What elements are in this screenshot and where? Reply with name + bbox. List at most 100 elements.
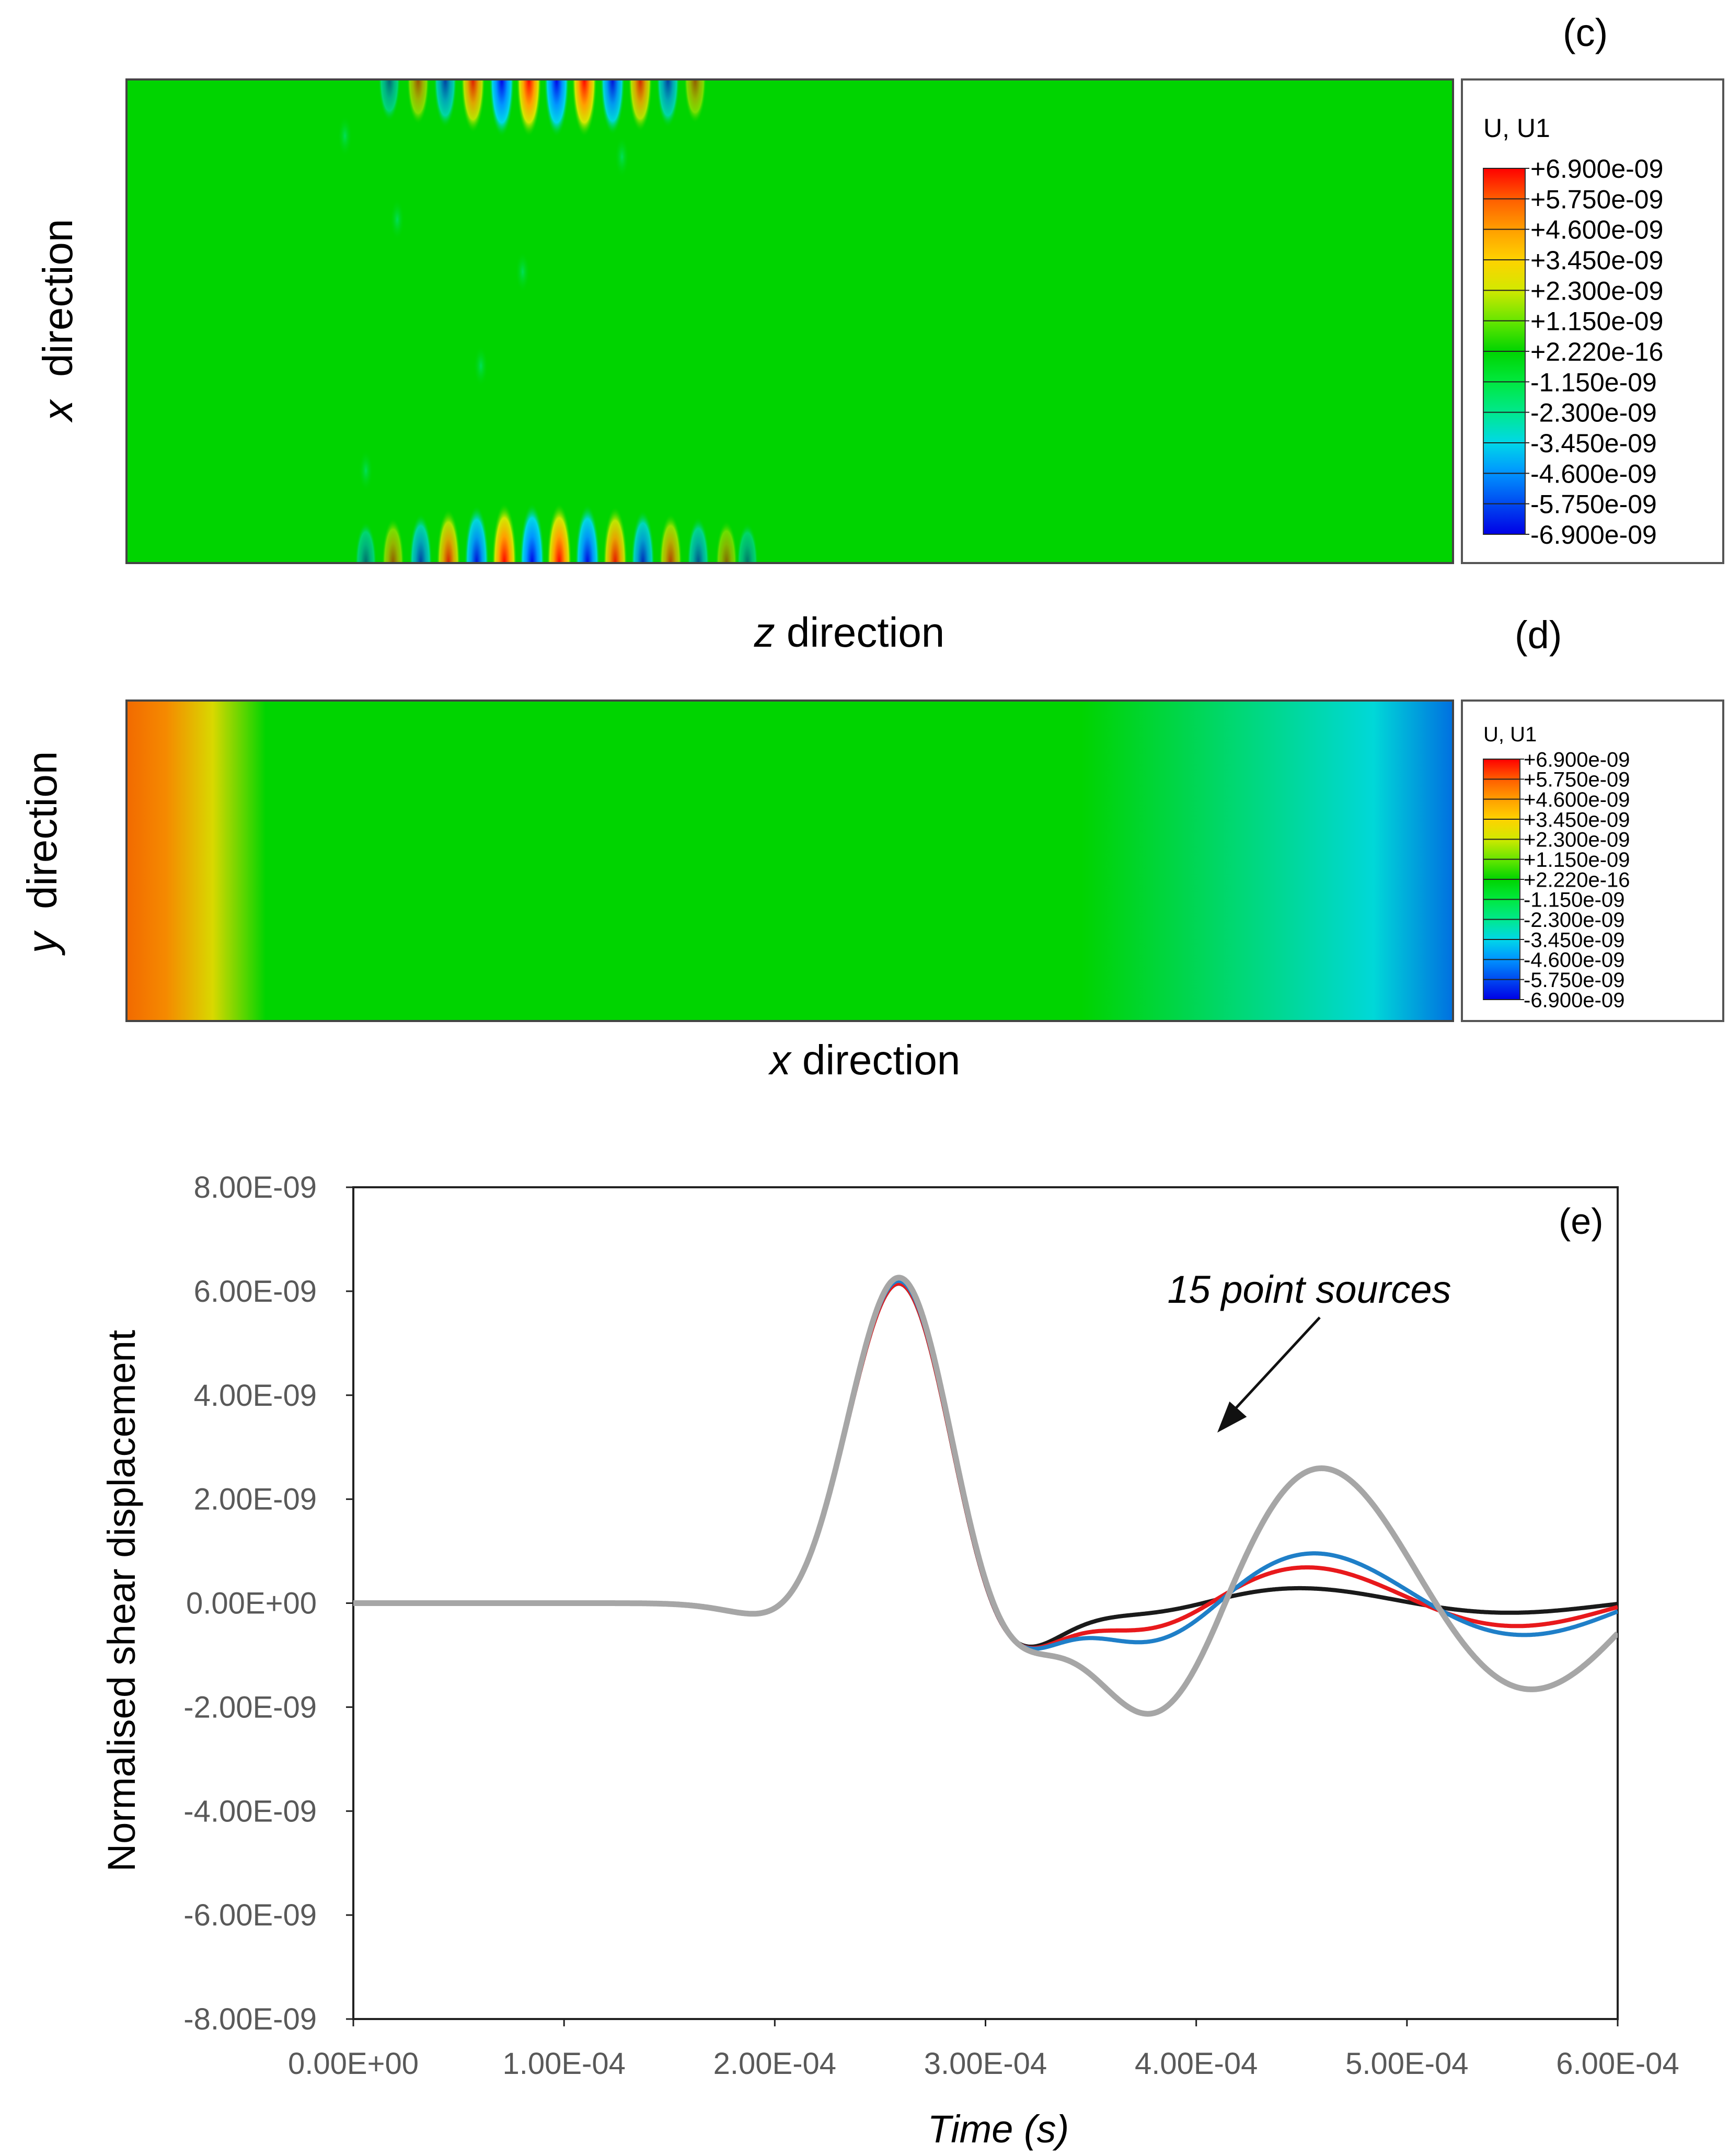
y-tick-label: 6.00E-09 bbox=[194, 1275, 317, 1309]
wave-lobe bbox=[516, 79, 541, 137]
wave-lobe bbox=[687, 517, 710, 563]
panel-d-legend-values: +6.900e-09+5.750e-09+4.600e-09+3.450e-09… bbox=[1483, 748, 1630, 1012]
y-tick-label: 8.00E-09 bbox=[194, 1171, 317, 1205]
legend-value: +2.300e-09 bbox=[1524, 829, 1630, 852]
chart-e-ylabel: Normalised shear displacement bbox=[100, 1329, 143, 1872]
wave-lobe bbox=[378, 79, 400, 121]
wave-lobe bbox=[631, 510, 655, 563]
legend-value: -4.600e-09 bbox=[1530, 459, 1657, 488]
panel-d-legend: U, U1 +6.900e-09+5.750e-09+4.600e-09+3.4… bbox=[1461, 699, 1724, 1022]
legend-value: +5.750e-09 bbox=[1524, 769, 1630, 792]
wave-lobe bbox=[489, 79, 514, 137]
legend-value: +4.600e-09 bbox=[1530, 215, 1663, 245]
wave-lobe bbox=[547, 503, 572, 563]
legend-value: -2.300e-09 bbox=[1524, 909, 1624, 932]
y-tick-label: -8.00E-09 bbox=[183, 2002, 317, 2036]
y-tick-label: -4.00E-09 bbox=[183, 1794, 317, 1828]
legend-value: +5.750e-09 bbox=[1530, 185, 1663, 214]
legend-value: -4.600e-09 bbox=[1524, 949, 1624, 972]
annotation-arrowhead bbox=[1217, 1401, 1247, 1433]
wave-lobe-faint bbox=[359, 450, 373, 491]
wave-lobe bbox=[409, 513, 433, 563]
legend-value: -5.750e-09 bbox=[1530, 490, 1657, 519]
panel-d-field bbox=[125, 699, 1454, 1022]
panel-c-legend-values: +6.900e-09+5.750e-09+4.600e-09+3.450e-09… bbox=[1483, 154, 1663, 549]
x-tick-label: 2.00E-04 bbox=[713, 2047, 836, 2081]
panel-c: (c) x direction z direction U, U1 +6.900… bbox=[34, 11, 1724, 656]
legend-value: -2.300e-09 bbox=[1530, 398, 1657, 428]
panel-d-legend-title: U, U1 bbox=[1483, 723, 1537, 746]
wave-lobe bbox=[628, 79, 652, 132]
legend-value: -1.150e-09 bbox=[1530, 368, 1657, 397]
wave-lobe-faint bbox=[615, 136, 629, 178]
wave-lobe bbox=[656, 79, 680, 128]
legend-value: +6.900e-09 bbox=[1530, 154, 1663, 184]
legend-value: +4.600e-09 bbox=[1524, 788, 1630, 811]
wave-lobe-faint bbox=[390, 199, 405, 240]
wave-lobe bbox=[433, 79, 457, 128]
wave-lobe-faint bbox=[515, 251, 530, 293]
chart-e-y-axis: 8.00E-09 6.00E-09 4.00E-09 2.00E-09 0.00E+00… bbox=[183, 1171, 353, 2036]
wave-lobe bbox=[736, 523, 758, 563]
wave-lobe bbox=[544, 79, 569, 137]
panel-d: (d) y direction x direction U, U1 +6.900… bbox=[19, 613, 1724, 1083]
y-tick-label: 2.00E-09 bbox=[194, 1483, 317, 1517]
x-tick-label: 1.00E-04 bbox=[502, 2047, 625, 2081]
legend-value: -6.900e-09 bbox=[1524, 989, 1624, 1012]
panel-c-wave-pattern bbox=[338, 79, 758, 563]
y-tick-label: 0.00E+00 bbox=[186, 1587, 317, 1621]
wave-lobe bbox=[572, 79, 597, 137]
wave-lobe bbox=[492, 503, 517, 563]
wave-lobe-faint bbox=[338, 115, 352, 157]
panel-c-frame bbox=[125, 78, 1454, 564]
legend-value: +2.220e-16 bbox=[1524, 868, 1630, 891]
wave-lobe bbox=[684, 79, 707, 123]
y-tick-label: -2.00E-09 bbox=[183, 1690, 317, 1724]
panel-c-label: (c) bbox=[1563, 11, 1608, 54]
panel-c-legend: U, U1 +6.900e-09+5.750e-09+4.600e-09+3.4… bbox=[1461, 78, 1724, 564]
wave-lobe bbox=[436, 509, 460, 563]
chart-e-xlabel: Time (s) bbox=[928, 2107, 1069, 2151]
legend-value: +6.900e-09 bbox=[1524, 748, 1630, 771]
chart-e-annotation: 15 point sources bbox=[1167, 1268, 1451, 1433]
panel-c-field bbox=[126, 79, 1453, 563]
chart-e-x-axis: 0.00E+00 1.00E-04 2.00E-04 3.00E-04 4.00E-04… bbox=[288, 2019, 1679, 2081]
wave-lobe-faint bbox=[474, 345, 488, 387]
wave-lobe bbox=[520, 503, 545, 563]
legend-value: -5.750e-09 bbox=[1524, 969, 1624, 992]
wave-lobe bbox=[355, 522, 377, 563]
panel-d-ylabel: y direction bbox=[19, 751, 65, 956]
annotation-text: 15 point sources bbox=[1167, 1268, 1451, 1311]
panel-d-xlabel: x direction bbox=[768, 1037, 961, 1083]
x-tick-label: 3.00E-04 bbox=[924, 2047, 1047, 2081]
wave-lobe bbox=[659, 513, 683, 563]
chart-e-series bbox=[353, 1275, 1618, 1717]
legend-value: -3.450e-09 bbox=[1524, 928, 1624, 951]
wave-lobe bbox=[382, 518, 405, 563]
wave-lobe bbox=[460, 79, 486, 133]
legend-value: +3.450e-09 bbox=[1524, 808, 1630, 831]
legend-value: +2.220e-16 bbox=[1530, 337, 1663, 366]
y-tick-label: 4.00E-09 bbox=[194, 1379, 317, 1413]
legend-value: -1.150e-09 bbox=[1524, 889, 1624, 912]
y-tick-label: -6.00E-09 bbox=[183, 1898, 317, 1932]
panel-c-ylabel: x direction bbox=[34, 219, 81, 423]
wave-lobe bbox=[575, 504, 600, 563]
legend-value: +1.150e-09 bbox=[1524, 848, 1630, 871]
wave-lobe bbox=[600, 79, 625, 135]
legend-value: -3.450e-09 bbox=[1530, 429, 1657, 458]
panel-d-label: (d) bbox=[1515, 613, 1562, 657]
legend-value: +1.150e-09 bbox=[1530, 307, 1663, 336]
x-tick-label: 0.00E+00 bbox=[288, 2047, 419, 2081]
x-tick-label: 6.00E-04 bbox=[1556, 2047, 1679, 2081]
wave-lobe bbox=[716, 520, 737, 563]
wave-lobe bbox=[464, 505, 489, 563]
wave-lobe bbox=[407, 79, 430, 124]
legend-value: +2.300e-09 bbox=[1530, 276, 1663, 305]
panel-c-xlabel: z direction bbox=[754, 609, 945, 656]
chart-e: 8.00E-09 6.00E-09 4.00E-09 2.00E-09 0.00E+00… bbox=[100, 1171, 1679, 2151]
legend-value: -6.900e-09 bbox=[1530, 520, 1657, 549]
wave-lobe bbox=[603, 506, 628, 563]
x-tick-label: 4.00E-04 bbox=[1135, 2047, 1258, 2081]
